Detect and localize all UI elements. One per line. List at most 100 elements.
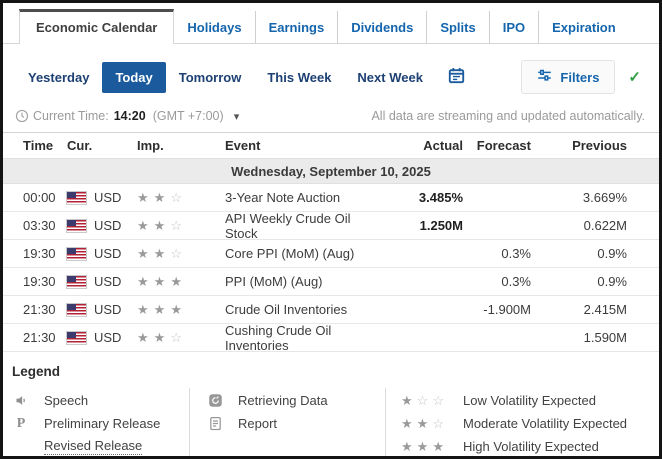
filters-label: Filters <box>560 69 600 85</box>
events-table: Time Cur. Imp. Event Actual Forecast Pre… <box>3 132 659 353</box>
event-time: 21:30 <box>23 302 56 317</box>
legend-section: Legend Speech P Preliminary Release <box>3 352 659 456</box>
legend-item-report: Report <box>205 412 385 435</box>
previous-value: 0.622M <box>583 218 627 233</box>
legend-label: Retrieving Data <box>238 393 328 408</box>
table-row[interactable]: 00:00 USD ★ ★ ☆ 3-Year Note Auction 3.485%… <box>3 184 659 212</box>
this-week-button[interactable]: This Week <box>254 62 344 93</box>
table-row[interactable]: 19:30 USD ★ ★ ☆ Core PPI (MoM) (Aug) 0.3% … <box>3 240 659 268</box>
chevron-down-icon[interactable]: ▾ <box>233 110 240 123</box>
speaker-icon <box>11 393 31 408</box>
event-time: 19:30 <box>23 246 56 261</box>
header-currency: Cur. <box>67 138 93 153</box>
table-row[interactable]: 21:30 USD ★ ★ ☆ Cushing Crude Oil Inventor… <box>3 322 659 353</box>
sliders-icon <box>537 68 552 86</box>
today-button[interactable]: Today <box>102 61 166 93</box>
legend-item-speech: Speech <box>11 389 189 412</box>
importance-stars: ★ ★ ☆ <box>137 217 182 233</box>
event-name: 3-Year Note Auction <box>225 190 341 205</box>
currency-label: USD <box>94 218 122 233</box>
table-row[interactable]: 21:30 USD ★ ★ ★ Crude Oil Inventories -1.9… <box>3 296 659 324</box>
tab-holidays[interactable]: Holidays <box>187 20 242 35</box>
tab-dividends[interactable]: Dividends <box>337 11 426 43</box>
actual-value: 3.485% <box>418 190 463 205</box>
event-name: Cushing Crude Oil Inventories <box>225 322 332 353</box>
tab-ipo[interactable]: IPO <box>488 11 538 43</box>
period-bar-right: Filters ✓ <box>521 60 647 94</box>
header-previous: Previous <box>572 138 627 153</box>
legend-label: Low Volatility Expected <box>463 393 596 408</box>
currency-label: USD <box>94 190 122 205</box>
header-actual: Actual <box>423 138 463 153</box>
table-header-row: Time Cur. Imp. Event Actual Forecast Pre… <box>3 132 659 159</box>
legend-title: Legend <box>12 364 61 379</box>
actual-value: 1.250M <box>419 218 463 233</box>
tomorrow-button[interactable]: Tomorrow <box>166 62 255 93</box>
previous-value: 1.590M <box>583 330 627 345</box>
forecast-value: 0.3% <box>501 274 531 289</box>
report-icon <box>205 416 225 431</box>
tab-bar: Economic Calendar Holidays Earnings Divi… <box>3 3 659 44</box>
importance-stars: ★ ★ ☆ <box>137 189 182 205</box>
legend-label: High Volatility Expected <box>463 439 599 454</box>
current-time-value: 14:20 <box>113 109 146 123</box>
table-row[interactable]: 03:30 USD ★ ★ ☆ API Weekly Crude Oil Stock… <box>3 210 659 241</box>
us-flag-icon <box>67 303 86 316</box>
us-flag-icon <box>67 331 86 344</box>
legend-item-retrieving: Retrieving Data <box>205 389 385 412</box>
header-importance: Imp. <box>137 138 164 153</box>
volatility-stars: ★ ★ ★ <box>401 438 444 454</box>
currency-label: USD <box>94 246 122 261</box>
legend-label: Revised Release <box>44 438 143 455</box>
previous-value: 0.9% <box>597 246 627 261</box>
status-bar: Current Time: 14:20 (GMT +7:00) ▾ All da… <box>3 101 659 132</box>
clock-icon <box>15 109 29 123</box>
legend-label: Preliminary Release <box>44 416 161 431</box>
calendar-picker-button[interactable] <box>442 63 471 91</box>
event-time: 00:00 <box>23 190 56 205</box>
header-time: Time <box>23 138 54 153</box>
legend-column-volatility: ★ ☆ ☆ Low Volatility Expected ★ ★ ☆ Moderate… <box>385 388 651 456</box>
tab-earnings[interactable]: Earnings <box>254 11 338 43</box>
us-flag-icon <box>67 275 86 288</box>
current-time-group: Current Time: 14:20 (GMT +7:00) ▾ <box>15 109 239 123</box>
legend-item-revised: Revised Release <box>11 435 189 456</box>
event-name: Crude Oil Inventories <box>225 302 348 317</box>
legend-column-data: Retrieving Data Report <box>189 388 385 456</box>
timezone-label: (GMT +7:00) <box>152 109 224 123</box>
retrieving-data-icon <box>205 393 225 408</box>
next-week-button[interactable]: Next Week <box>344 62 436 93</box>
event-name: PPI (MoM) (Aug) <box>225 274 323 289</box>
currency-label: USD <box>94 330 122 345</box>
yesterday-button[interactable]: Yesterday <box>15 62 102 93</box>
currency-label: USD <box>94 302 122 317</box>
us-flag-icon <box>67 219 86 232</box>
us-flag-icon <box>67 191 86 204</box>
tab-splits[interactable]: Splits <box>426 11 488 43</box>
event-name: API Weekly Crude Oil Stock <box>225 210 351 241</box>
tab-economic-calendar[interactable]: Economic Calendar <box>19 9 175 44</box>
filters-button[interactable]: Filters <box>521 60 616 94</box>
currency-label: USD <box>94 274 122 289</box>
table-row[interactable]: 19:30 USD ★ ★ ★ PPI (MoM) (Aug) 0.3% 0.9% <box>3 268 659 296</box>
importance-stars: ★ ★ ★ <box>137 273 182 289</box>
period-buttons: Yesterday Today Tomorrow This Week Next … <box>15 61 471 93</box>
date-group-header: Wednesday, September 10, 2025 <box>3 159 659 184</box>
legend-column-release: Speech P Preliminary Release Revised Rel… <box>11 388 189 456</box>
us-flag-icon <box>67 247 86 260</box>
importance-stars: ★ ★ ☆ <box>137 245 182 261</box>
legend-item-high-volatility: ★ ★ ★ High Volatility Expected <box>401 435 651 456</box>
previous-value: 2.415M <box>583 302 627 317</box>
preliminary-icon: P <box>16 415 26 431</box>
current-time-label: Current Time: <box>33 109 109 123</box>
tab-expiration[interactable]: Expiration <box>538 11 629 43</box>
event-name: Core PPI (MoM) (Aug) <box>225 246 355 261</box>
event-time: 03:30 <box>23 218 56 233</box>
legend-label: Speech <box>44 393 89 408</box>
volatility-stars: ★ ☆ ☆ <box>401 392 444 408</box>
volatility-stars: ★ ★ ☆ <box>401 415 444 431</box>
previous-value: 3.669% <box>582 190 627 205</box>
event-time: 19:30 <box>23 274 56 289</box>
legend-item-moderate-volatility: ★ ★ ☆ Moderate Volatility Expected <box>401 412 651 435</box>
